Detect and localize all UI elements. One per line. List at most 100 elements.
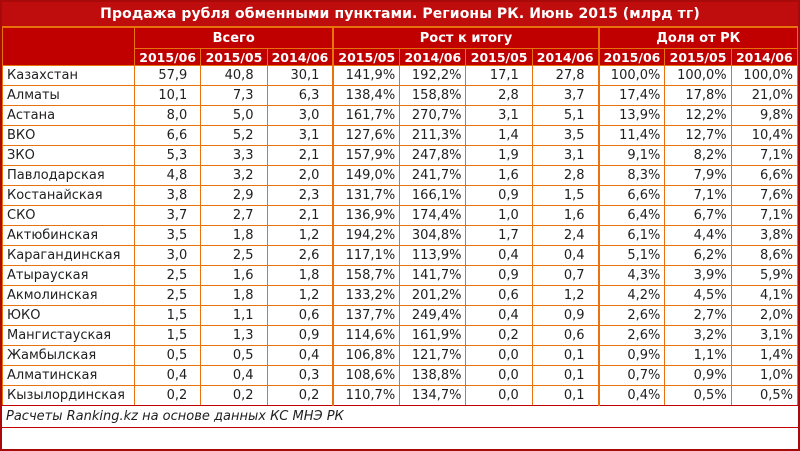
value-cell: 8,0 (133, 105, 202, 126)
value-cell: 5,9% (730, 265, 798, 286)
region-cell: Кызылординская (2, 385, 135, 406)
table-row: Актюбинская 3,5 1,8 1,2 194,2% 304,8% 1,7 2,4 6,… (2, 225, 798, 246)
value-cell: 158,8% (399, 85, 467, 106)
value-cell: 0,7 (531, 265, 600, 286)
col-group-total: Всего (134, 27, 334, 49)
page-title: Продажа рубля обменными пунктами. Регион… (2, 2, 798, 27)
data-table: Всего Рост к итогу Доля от РК 2015/06 201… (2, 27, 798, 406)
value-cell: 0,6 (465, 285, 533, 306)
value-cell: 1,8 (266, 265, 334, 286)
value-cell: 136,9% (332, 205, 401, 226)
value-cell: 4,5% (664, 285, 732, 306)
value-cell: 30,1 (266, 65, 334, 86)
value-cell: 270,7% (399, 105, 467, 126)
col-group-share: Доля от РК (597, 27, 798, 49)
value-cell: 7,3 (200, 85, 268, 106)
col-group-growth: Рост к итогу (332, 27, 600, 49)
value-cell: 57,9 (133, 65, 202, 86)
value-cell: 6,3 (266, 85, 334, 106)
value-cell: 0,5% (730, 385, 798, 406)
value-cell: 241,7% (399, 165, 467, 186)
value-cell: 2,6% (597, 325, 666, 346)
value-cell: 141,7% (399, 265, 467, 286)
table-row: Кызылординская 0,2 0,2 0,2 110,7% 134,7% 0,0 0,… (2, 385, 798, 406)
value-cell: 110,7% (332, 385, 401, 406)
col-header-2015-05: 2015/05 (200, 48, 268, 66)
value-cell: 121,7% (399, 345, 467, 366)
value-cell: 7,1% (730, 145, 798, 166)
value-cell: 12,7% (664, 125, 732, 146)
table-row: ВКО 6,6 5,2 3,1 127,6% 211,3% 1,4 3,5 11,4% 12,7%… (2, 125, 798, 146)
value-cell: 211,3% (399, 125, 467, 146)
table-row: ЮКО 1,5 1,1 0,6 137,7% 249,4% 0,4 0,9 2,6% 2,7% 2,… (2, 305, 798, 326)
value-cell: 2,5 (133, 265, 202, 286)
value-cell: 17,8% (664, 85, 732, 106)
value-cell: 0,4 (133, 365, 202, 386)
value-cell: 134,7% (399, 385, 467, 406)
value-cell: 249,4% (399, 305, 467, 326)
value-cell: 3,1 (266, 125, 334, 146)
value-cell: 131,7% (332, 185, 401, 206)
value-cell: 11,4% (597, 125, 666, 146)
value-cell: 0,4% (597, 385, 666, 406)
value-cell: 194,2% (332, 225, 401, 246)
value-cell: 1,2 (531, 285, 600, 306)
value-cell: 1,5 (133, 325, 202, 346)
value-cell: 0,9 (266, 325, 334, 346)
value-cell: 6,1% (597, 225, 666, 246)
value-cell: 1,6 (465, 165, 533, 186)
value-cell: 2,8 (531, 165, 600, 186)
region-cell: Жамбылская (2, 345, 135, 366)
table-row: Астана 8,0 5,0 3,0 161,7% 270,7% 3,1 5,1 13,9% 12… (2, 105, 798, 126)
column-group-row: Всего Рост к итогу Доля от РК (2, 27, 798, 66)
value-cell: 1,2 (266, 285, 334, 306)
region-cell: Карагандинская (2, 245, 135, 266)
value-cell: 0,4 (531, 245, 600, 266)
value-cell: 0,6 (266, 305, 334, 326)
value-cell: 247,8% (399, 145, 467, 166)
value-cell: 3,9% (664, 265, 732, 286)
value-cell: 6,6% (597, 185, 666, 206)
table-row: Алматы 10,1 7,3 6,3 138,4% 158,8% 2,8 3,7 17,4% 1… (2, 85, 798, 106)
value-cell: 0,4 (465, 305, 533, 326)
table-row: Жамбылская 0,5 0,5 0,4 106,8% 121,7% 0,0 0,1 0,9… (2, 345, 798, 366)
value-cell: 27,8 (531, 65, 600, 86)
value-cell: 13,9% (597, 105, 666, 126)
region-cell: Алматы (2, 85, 135, 106)
region-cell: ЮКО (2, 305, 135, 326)
value-cell: 1,4 (465, 125, 533, 146)
value-cell: 10,1 (133, 85, 202, 106)
region-cell: ВКО (2, 125, 135, 146)
value-cell: 2,9 (200, 185, 268, 206)
value-cell: 1,4% (730, 345, 798, 366)
value-cell: 1,5 (133, 305, 202, 326)
value-cell: 3,5 (531, 125, 600, 146)
value-cell: 4,8 (133, 165, 202, 186)
value-cell: 113,9% (399, 245, 467, 266)
value-cell: 1,6 (531, 205, 600, 226)
value-cell: 0,0 (465, 385, 533, 406)
value-cell: 1,0% (730, 365, 798, 386)
value-cell: 5,0 (200, 105, 268, 126)
region-cell: Астана (2, 105, 135, 126)
value-cell: 100,0% (597, 65, 666, 86)
value-cell: 2,4 (531, 225, 600, 246)
value-cell: 161,9% (399, 325, 467, 346)
value-cell: 201,2% (399, 285, 467, 306)
table-row: Алматинская 0,4 0,4 0,3 108,6% 138,8% 0,0 0,1 0,… (2, 365, 798, 386)
col-header-2015-06: 2015/06 (133, 48, 202, 66)
value-cell: 6,6 (133, 125, 202, 146)
col-header-2014-06: 2014/06 (266, 48, 334, 66)
value-cell: 2,0% (730, 305, 798, 326)
value-cell: 8,2% (664, 145, 732, 166)
value-cell: 3,7 (531, 85, 600, 106)
value-cell: 106,8% (332, 345, 401, 366)
value-cell: 0,2 (200, 385, 268, 406)
value-cell: 0,2 (133, 385, 202, 406)
value-cell: 304,8% (399, 225, 467, 246)
value-cell: 157,9% (332, 145, 401, 166)
value-cell: 3,1 (531, 145, 600, 166)
value-cell: 0,7% (597, 365, 666, 386)
value-cell: 0,6 (531, 325, 600, 346)
